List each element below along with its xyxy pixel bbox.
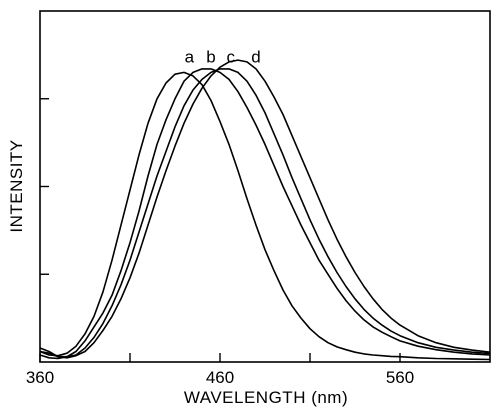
series-label-d: d [251, 48, 260, 67]
axis-ticks [39, 98, 401, 362]
curve-b [39, 68, 491, 360]
x-tick-label: 360 [26, 368, 54, 387]
series-label-b: b [206, 48, 215, 67]
curve-c [39, 68, 491, 358]
series-label-c: c [227, 48, 236, 67]
x-tick-labels: 360 460 560 [26, 368, 414, 387]
y-axis-label: INTENSITY [7, 139, 26, 232]
x-tick-label: 560 [386, 368, 414, 387]
spectrum-curves [39, 59, 491, 361]
plot-frame [39, 10, 491, 363]
x-axis-label: WAVELENGTH (nm) [184, 388, 348, 407]
x-tick-label: 460 [206, 368, 234, 387]
series-label-a: a [185, 48, 195, 67]
curve-d [39, 59, 491, 359]
curve-a [39, 71, 491, 361]
